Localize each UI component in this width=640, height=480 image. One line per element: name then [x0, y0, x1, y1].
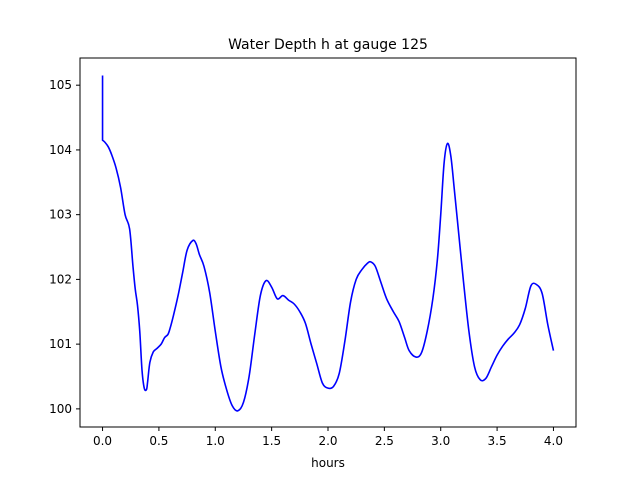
- y-axis: 100 101 102 103 104 105: [49, 78, 80, 416]
- y-tick-label: 105: [49, 78, 72, 92]
- plot-area: [101, 75, 555, 412]
- x-tick-label: 3.0: [431, 434, 450, 448]
- x-axis-label: hours: [311, 456, 345, 470]
- x-tick-label: 0.0: [93, 434, 112, 448]
- y-tick-label: 104: [49, 143, 72, 157]
- y-tick-label: 101: [49, 337, 72, 351]
- plot-frame: [79, 57, 577, 428]
- chart-title: Water Depth h at gauge 125: [228, 37, 428, 53]
- x-tick-label: 1.0: [206, 434, 225, 448]
- x-tick-label: 1.5: [262, 434, 281, 448]
- x-tick-label: 4.0: [544, 434, 563, 448]
- y-tick-label: 100: [49, 402, 72, 416]
- x-tick-label: 2.5: [375, 434, 394, 448]
- x-axis: 0.0 0.5 1.0 1.5 2.0 2.5 3.0 3.5 4.0: [93, 427, 563, 448]
- x-tick-label: 3.5: [488, 434, 507, 448]
- series-line: [101, 75, 555, 412]
- y-tick-label: 102: [49, 272, 72, 286]
- y-tick-label: 103: [49, 208, 72, 222]
- x-tick-label: 2.0: [318, 434, 337, 448]
- x-tick-label: 0.5: [149, 434, 168, 448]
